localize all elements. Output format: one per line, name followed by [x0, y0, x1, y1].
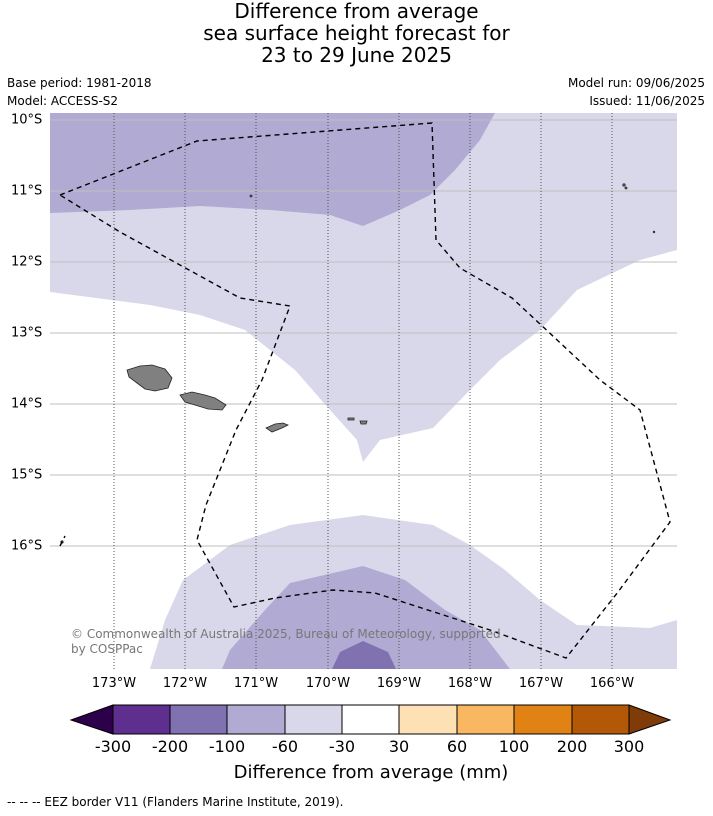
colorbar-seg-6 — [398, 704, 458, 735]
credit-line-2: by COSPPac — [71, 642, 143, 656]
lat-gridlines — [50, 119, 677, 547]
colorbar-tick-7: 100 — [498, 737, 530, 756]
lon-label-170w: 170°W — [305, 676, 351, 691]
colorbar-arrow-high — [628, 704, 672, 735]
island-tokelau-b — [624, 186, 628, 190]
model-name: Model: ACCESS-S2 — [7, 94, 119, 108]
island-swains — [249, 194, 253, 198]
eez-legend-note: -- -- -- EEZ border V11 (Flanders Marine… — [7, 795, 344, 809]
lat-label-15s: 15°S — [11, 467, 43, 483]
colorbar-tick-6: 60 — [446, 737, 468, 756]
island-manua-1 — [347, 417, 355, 421]
contour-band-minus100-lower — [332, 641, 396, 669]
island-tutuila — [265, 422, 289, 433]
colorbar-seg-5 — [341, 704, 400, 735]
title-line-1: Difference from average — [234, 0, 479, 23]
title-line-2: sea surface height forecast for — [203, 21, 510, 45]
map-area — [50, 113, 677, 669]
base-period: Base period: 1981-2018 — [7, 76, 152, 90]
lat-label-11s: 11°S — [11, 183, 43, 199]
colorbar-seg-1 — [112, 704, 171, 735]
lon-label-172w: 172°W — [162, 676, 208, 691]
contour-band-minus60-upper — [50, 113, 495, 226]
colorbar-tick-4: -30 — [328, 737, 356, 756]
lon-label-173w: 173°W — [91, 676, 137, 691]
lon-label-169w: 169°W — [376, 676, 422, 691]
lon-label-171w: 171°W — [233, 676, 279, 691]
colorbar-arrow-low — [69, 704, 114, 735]
issued-date: Issued: 11/06/2025 — [589, 94, 705, 108]
map-title: Difference from average sea surface heig… — [0, 0, 713, 66]
lat-label-14s: 14°S — [11, 396, 43, 412]
lat-label-10s: 10°S — [11, 112, 43, 128]
model-run: Model run: 09/06/2025 — [567, 76, 705, 90]
island-tokelau-a — [622, 183, 626, 187]
copyright-credit: © Commonwealth of Australia 2025, Bureau… — [71, 627, 501, 657]
colorbar-tick-3: -60 — [271, 737, 299, 756]
meta-right: Model run: 09/06/2025 Issued: 11/06/2025 — [568, 74, 705, 110]
eez-wallis-edge — [59, 535, 66, 547]
lon-label-166w: 166°W — [589, 676, 635, 691]
colorbar-tick-0: -300 — [94, 737, 132, 756]
colorbar-seg-3 — [226, 704, 286, 735]
colorbar-seg-4 — [284, 704, 343, 735]
colorbar-tick-8: 200 — [556, 737, 588, 756]
title-line-3: 23 to 29 June 2025 — [261, 43, 452, 67]
colorbar — [69, 704, 672, 735]
lat-label-16s: 16°S — [11, 538, 43, 554]
colorbar-seg-2 — [169, 704, 228, 735]
colorbar-tick-9: 300 — [613, 737, 645, 756]
eez-borders — [58, 122, 671, 659]
contour-band-minus60-lower — [222, 566, 510, 669]
lat-label-13s: 13°S — [11, 325, 43, 341]
colorbar-seg-9 — [571, 704, 630, 735]
eez-samoa — [58, 122, 671, 659]
colorbar-tick-1: -200 — [151, 737, 189, 756]
colorbar-tick-5: 30 — [388, 737, 410, 756]
island-savaii — [126, 364, 173, 392]
island-upolu — [179, 391, 227, 411]
lon-label-168w: 168°W — [447, 676, 493, 691]
island-manua-2 — [359, 420, 368, 425]
island-tokelau-c — [652, 230, 656, 234]
colorbar-seg-7 — [456, 704, 515, 735]
colorbar-seg-8 — [513, 704, 573, 735]
samoa-islands — [60, 183, 656, 544]
colorbar-title: Difference from average (mm) — [233, 762, 509, 783]
colorbar-tick-2: -100 — [208, 737, 246, 756]
credit-line-1: © Commonwealth of Australia 2025, Bureau… — [71, 627, 501, 641]
meta-left: Base period: 1981-2018 Model: ACCESS-S2 — [7, 74, 152, 110]
lon-label-167w: 167°W — [518, 676, 564, 691]
lat-label-12s: 12°S — [11, 254, 43, 270]
